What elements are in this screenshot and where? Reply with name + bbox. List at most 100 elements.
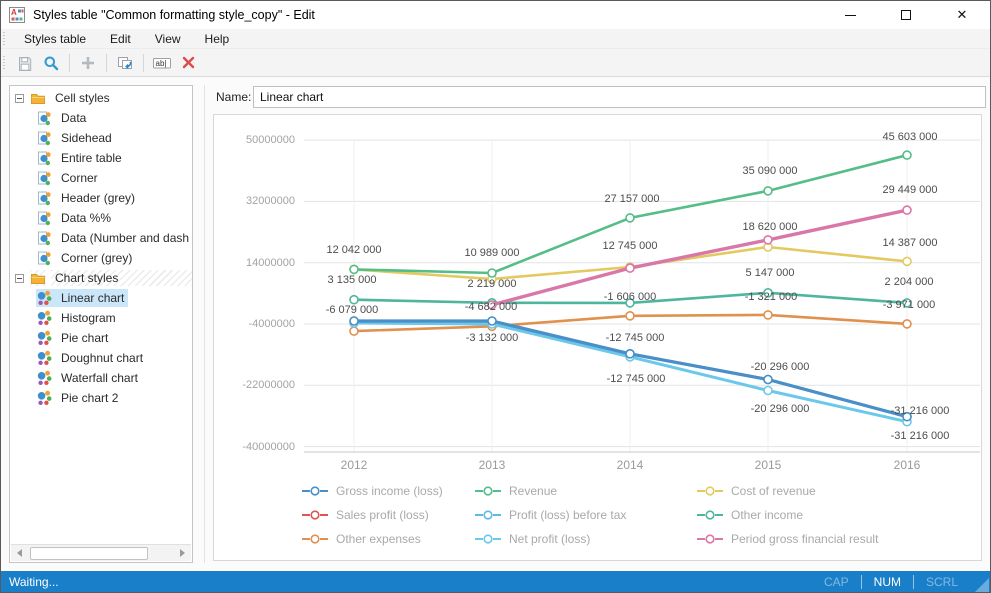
status-indicator-num: NUM [873, 575, 901, 589]
tree-item-data-[interactable]: Data %% [10, 208, 192, 228]
scroll-left-icon [17, 549, 22, 557]
legend-item: Period gross financial result [697, 532, 878, 546]
tree-item-corner[interactable]: Corner [10, 168, 192, 188]
data-point-label: 35 090 000 [742, 165, 798, 177]
data-point-label: -20 296 000 [750, 361, 810, 373]
toolbar: ab| [1, 49, 990, 77]
legend-label: Revenue [509, 484, 558, 498]
cell-style-icon [38, 111, 51, 126]
data-point-marker [902, 205, 912, 215]
data-point-label: 12 745 000 [602, 240, 658, 252]
add-button[interactable] [75, 51, 101, 75]
panel-splitter[interactable] [204, 85, 205, 563]
tree-item-linear-chart[interactable]: Linear chart [10, 288, 192, 308]
data-point-label: 10 989 000 [464, 247, 520, 259]
chart-style-icon [37, 370, 52, 385]
data-point-label: 29 449 000 [882, 184, 938, 196]
legend-label: Other income [731, 508, 804, 522]
collapse-icon[interactable] [15, 93, 24, 103]
scrollbar-thumb[interactable] [30, 546, 148, 560]
minimize-button[interactable] [822, 1, 878, 29]
style-name-input[interactable] [253, 86, 986, 108]
data-point-marker [625, 298, 635, 308]
tree-item-waterfall-chart[interactable]: Waterfall chart [10, 368, 192, 388]
resize-grip-icon[interactable] [975, 578, 989, 592]
tree-item-data-number-and-dash[interactable]: Data (Number and dash [10, 228, 192, 248]
legend-item: Net profit (loss) [475, 532, 590, 546]
scroll-left-button[interactable] [11, 545, 28, 562]
menu-item-help[interactable]: Help [204, 31, 230, 46]
tree-item-histogram[interactable]: Histogram [10, 308, 192, 328]
data-point-label: -3 971 000 [882, 299, 936, 311]
legend-item: Other expenses [302, 532, 421, 546]
tree-item-header-grey-[interactable]: Header (grey) [10, 188, 192, 208]
x-axis-tick-label: 2013 [478, 458, 506, 472]
search-button[interactable] [38, 51, 64, 75]
data-point-label: 27 157 000 [604, 193, 660, 205]
y-axis-tick-label: 50000000 [246, 134, 295, 146]
tree-item-corner-grey-[interactable]: Corner (grey) [10, 248, 192, 268]
menu-item-edit[interactable]: Edit [110, 31, 131, 46]
data-point-marker [763, 385, 773, 396]
maximize-icon [901, 10, 911, 20]
tree-item-doughnut-chart[interactable]: Doughnut chart [10, 348, 192, 368]
rename-button[interactable]: ab| [149, 51, 175, 75]
data-point-label: -1 606 000 [603, 291, 657, 303]
tree-horizontal-scrollbar[interactable] [11, 544, 191, 561]
legend-marker-icon [302, 486, 328, 496]
menu-item-view[interactable]: View [154, 31, 181, 46]
tree-item-pie-chart[interactable]: Pie chart [10, 328, 192, 348]
legend-label: Sales profit (loss) [336, 508, 429, 522]
scroll-right-icon [180, 549, 185, 557]
data-point-label: 45 603 000 [882, 131, 938, 143]
data-point-marker [902, 298, 912, 308]
cell-style-icon [38, 251, 51, 266]
close-button[interactable]: ✕ [934, 1, 990, 29]
menu-bar: Styles table Edit View Help [1, 29, 990, 49]
data-point-marker [763, 310, 773, 320]
cell-style-icon [38, 231, 51, 246]
data-point-marker [349, 326, 359, 336]
save-button[interactable] [12, 51, 38, 75]
data-point-marker [349, 264, 359, 275]
status-message: Waiting... [9, 575, 59, 589]
styles-tree-panel: Cell styles Data Sidehead Entire table Corne… [9, 85, 193, 563]
x-axis-tick-label: 2012 [340, 458, 368, 472]
toolbar-separator [106, 53, 107, 72]
collapse-icon[interactable] [15, 273, 24, 283]
delete-button[interactable] [175, 51, 201, 75]
tree-item-label: Linear chart [61, 291, 125, 305]
data-point-label: -6 079 000 [325, 304, 379, 316]
data-point-label: -4 682 000 [464, 301, 518, 313]
toolbar-separator [143, 53, 144, 72]
duplicate-button[interactable] [112, 51, 138, 75]
legend-marker-icon [302, 534, 328, 544]
data-point-marker [902, 411, 912, 422]
y-axis-tick-label: -22000000 [242, 379, 295, 391]
cell-style-icon [38, 171, 51, 186]
data-point-label: -12 745 000 [606, 373, 666, 385]
data-point-label: -12 745 000 [605, 332, 665, 344]
maximize-button[interactable] [878, 1, 934, 29]
tree-group-label: Cell styles [55, 91, 110, 105]
scroll-right-button[interactable] [174, 545, 191, 562]
tree-item-sidehead[interactable]: Sidehead [10, 128, 192, 148]
close-icon: ✕ [956, 7, 968, 22]
legend-item: Revenue [475, 484, 557, 498]
tree-item-label: Pie chart [61, 331, 109, 345]
legend-item: Sales profit (loss) [302, 508, 429, 522]
chart-style-icon [37, 310, 52, 325]
menubar-gripper [3, 31, 8, 46]
tree-item-pie-chart-2[interactable]: Pie chart 2 [10, 388, 192, 408]
menu-item-styles-table[interactable]: Styles table [24, 31, 87, 46]
tree-group-cell-styles[interactable]: Cell styles [10, 88, 192, 108]
toolbar-gripper [3, 55, 8, 70]
tree-item-entire-table[interactable]: Entire table [10, 148, 192, 168]
data-point-label: -20 296 000 [750, 403, 810, 415]
tree-item-label: Data (Number and dash [61, 231, 190, 245]
data-point-label: 2 219 000 [467, 278, 517, 290]
tree-item-label: Header (grey) [61, 191, 136, 205]
tree-group-chart-styles[interactable]: Chart styles [10, 268, 192, 288]
tree-item-data[interactable]: Data [10, 108, 192, 128]
legend-label: Other expenses [336, 532, 421, 546]
